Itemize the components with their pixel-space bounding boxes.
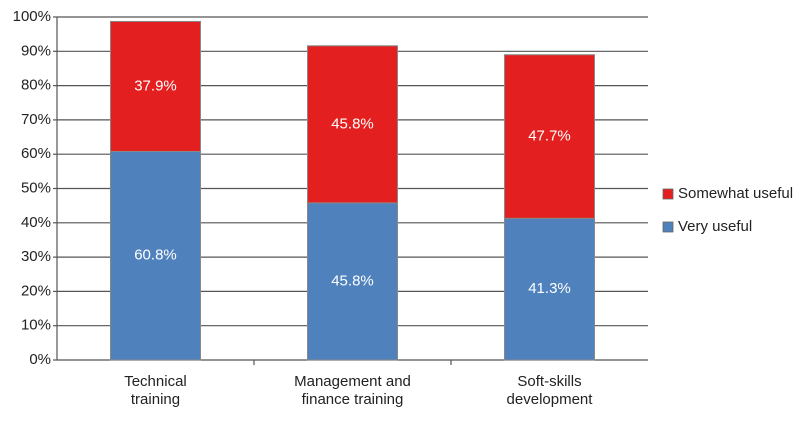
y-tick-label: 60% [21, 145, 51, 162]
data-label: 41.3% [528, 280, 571, 297]
x-tick-label: Soft-skills development [507, 373, 594, 408]
y-tick-label: 20% [21, 282, 51, 299]
bar-segment [307, 45, 398, 204]
y-tick-label: 80% [21, 77, 51, 94]
bar-segment [307, 202, 398, 361]
data-label: 45.8% [331, 272, 374, 289]
legend-swatch [662, 188, 674, 200]
data-label: 45.8% [331, 115, 374, 132]
x-tick-label: Technical training [124, 373, 187, 408]
y-tick-label: 40% [21, 214, 51, 231]
data-label: 47.7% [528, 128, 571, 145]
y-tick-label: 90% [21, 42, 51, 59]
y-tick-label: 10% [21, 317, 51, 334]
bar-segment [110, 20, 201, 152]
y-tick-label: 30% [21, 248, 51, 265]
y-tick-label: 50% [21, 179, 51, 196]
x-tick-label: Management and finance training [294, 373, 411, 408]
data-label: 37.9% [134, 77, 177, 94]
legend-label: Somewhat useful [678, 185, 793, 202]
y-tick-label: 70% [21, 111, 51, 128]
bar-segment [504, 54, 595, 219]
y-tick-label: 100% [13, 8, 51, 25]
legend-label: Very useful [678, 218, 752, 235]
bar-segment [504, 217, 595, 361]
data-label: 60.8% [134, 247, 177, 264]
y-tick-label: 0% [29, 351, 51, 368]
legend-swatch [662, 221, 674, 233]
